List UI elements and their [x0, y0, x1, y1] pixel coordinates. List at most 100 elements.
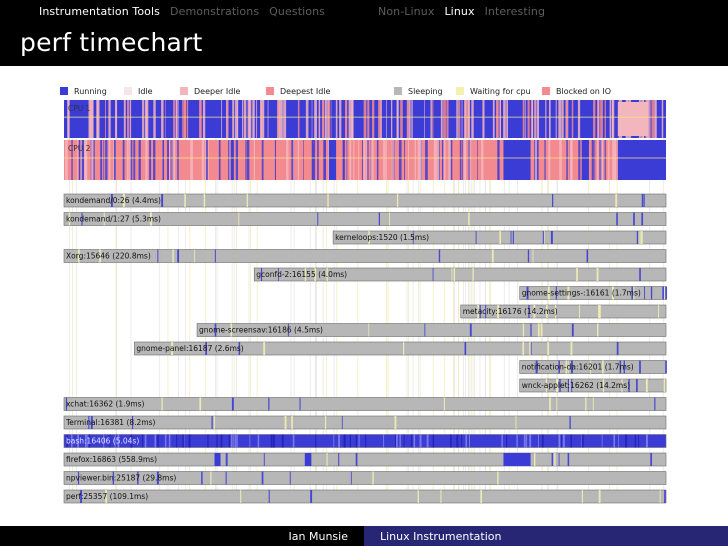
process-running-block: [503, 453, 531, 466]
cpu-state-stripe: [561, 100, 564, 138]
cpu-state-stripe: [80, 140, 83, 180]
process-activity-tick: [157, 434, 159, 448]
process-activity-tick: [567, 379, 570, 392]
process-activity-tick: [639, 231, 641, 244]
cpu-state-stripe: [91, 140, 94, 180]
process-activity-tick: [315, 434, 317, 448]
process-activity-tick: [426, 434, 429, 448]
cpu-state-stripe: [263, 100, 265, 138]
cpu-state-stripe: [335, 100, 338, 138]
cpu-state-stripe: [246, 140, 250, 180]
cpu-state-stripe: [78, 140, 81, 180]
cpu-state-stripe: [545, 100, 547, 138]
cpu-state-stripe: [339, 100, 342, 138]
process-activity-tick: [350, 471, 352, 485]
process-activity-tick: [271, 434, 273, 448]
cpu-state-stripe: [303, 140, 304, 180]
process-activity-tick: [131, 416, 134, 429]
cpu-state-stripe: [609, 100, 612, 138]
cpu-state-stripe: [449, 140, 453, 180]
cpu-state-stripe: [464, 100, 467, 138]
cpu-state-stripe: [311, 100, 313, 138]
cpu-state-stripe: [177, 100, 179, 138]
process-activity-tick: [358, 434, 360, 448]
cpu-state-stripe: [328, 100, 331, 138]
process-activity-tick: [257, 434, 260, 448]
process-activity-tick: [234, 434, 237, 448]
process-activity-tick: [260, 268, 263, 281]
cpu-state-stripe: [274, 140, 276, 180]
process-activity-tick: [66, 434, 68, 448]
process-label: xchat:16362 (1.9ms): [66, 400, 145, 409]
process-activity-tick: [338, 453, 340, 466]
cpu-state-stripe: [661, 100, 664, 138]
cpu-state-stripe: [130, 140, 133, 180]
process-activity-tick: [499, 231, 502, 244]
process-activity-tick: [80, 490, 83, 503]
nav-item-demonstrations[interactable]: Demonstrations: [170, 4, 260, 18]
cpu-state-stripe: [226, 100, 228, 138]
cpu-state-stripe: [71, 140, 73, 180]
nav-item-instrumentation-tools[interactable]: Instrumentation Tools: [38, 4, 160, 18]
cpu-state-stripe: [492, 100, 495, 138]
process-bar: [460, 304, 667, 319]
process-activity-tick: [304, 268, 307, 281]
process-label: kerneloops:1520 (1.5ms): [335, 233, 429, 242]
cpu-state-stripe: [162, 140, 164, 180]
cpu-state-stripe: [494, 100, 495, 138]
nav-item-interesting[interactable]: Interesting: [484, 4, 546, 18]
cpu-state-stripe: [524, 100, 526, 138]
cpu-state-stripe: [497, 140, 499, 180]
process-activity-tick: [643, 194, 645, 207]
process-bar: [63, 193, 667, 208]
process-activity-tick: [88, 434, 91, 448]
process-activity-tick: [598, 305, 601, 318]
process-activity-tick: [413, 434, 416, 448]
cpu-state-stripe: [443, 100, 446, 138]
cpu-state-stripe: [342, 140, 345, 180]
cpu-state-stripe: [531, 100, 534, 138]
process-activity-tick: [570, 342, 573, 355]
process-activity-tick: [326, 453, 328, 466]
cpu-state-stripe: [457, 100, 459, 138]
cpu-state-stripe: [446, 100, 449, 138]
nav-item-linux[interactable]: Linux: [444, 4, 475, 18]
process-activity-tick: [480, 490, 483, 503]
process-activity-tick: [130, 434, 133, 448]
nav-item-non-linux[interactable]: Non-Linux: [378, 4, 435, 18]
process-activity-tick: [263, 342, 266, 355]
cpu-state-stripe: [201, 140, 205, 180]
nav-item-questions[interactable]: Questions: [269, 4, 326, 18]
cpu-state-stripe: [165, 100, 166, 138]
cpu-state-stripe: [448, 140, 451, 180]
process-activity-tick: [501, 434, 503, 448]
legend-item-idle: Idle: [124, 84, 153, 98]
cpu-state-stripe: [647, 100, 650, 138]
process-activity-tick: [512, 231, 514, 244]
process-activity-tick: [547, 342, 550, 355]
process-activity-tick: [231, 397, 234, 411]
cpu-state-stripe: [305, 100, 309, 138]
cpu-state-stripe: [499, 100, 501, 138]
cpu-state-stripe: [247, 100, 251, 138]
process-activity-tick: [71, 434, 73, 448]
process-activity-tick: [497, 305, 500, 318]
cpu-state-stripe: [170, 140, 172, 180]
legend-label: Blocked on IO: [556, 86, 612, 96]
cpu-state-stripe: [383, 140, 386, 180]
process-activity-tick: [542, 231, 544, 244]
cpu-state-stripe: [443, 140, 446, 180]
cpu-state-stripe: [400, 100, 403, 138]
cpu-state-stripe: [601, 140, 603, 180]
process-activity-tick: [188, 434, 191, 448]
process-activity-tick: [485, 305, 487, 318]
cpu-state-stripe: [370, 140, 372, 180]
cpu-state-stripe: [461, 100, 463, 138]
cpu-state-stripe: [105, 140, 108, 180]
cpu-state-stripe: [430, 100, 432, 138]
process-activity-tick: [154, 434, 157, 448]
cpu-state-stripe: [323, 140, 326, 180]
process-activity-tick: [527, 249, 530, 263]
cpu-state-stripe: [202, 100, 206, 138]
process-activity-tick: [261, 471, 264, 485]
